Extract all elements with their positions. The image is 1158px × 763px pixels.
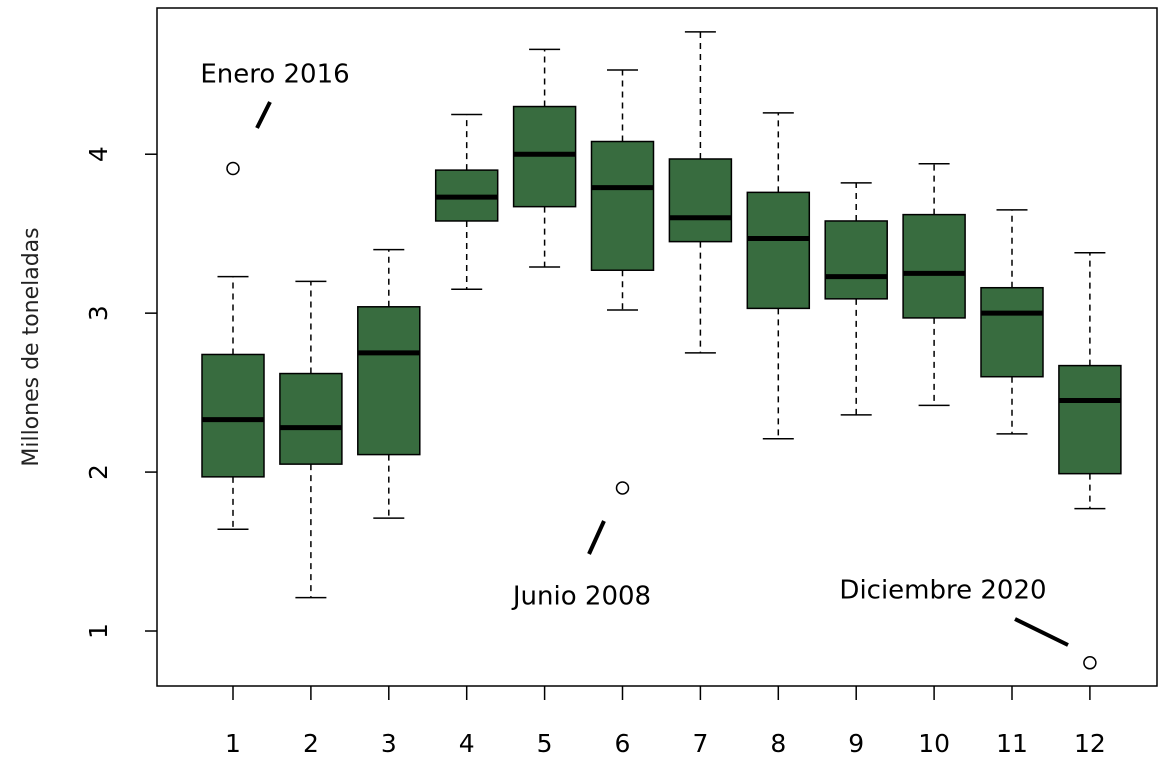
box (201, 353, 265, 478)
box (279, 372, 343, 465)
annotation: Junio 2008 (511, 582, 651, 612)
outlier (226, 161, 240, 176)
x-tick-label: 5 (537, 729, 553, 758)
outlier (1083, 656, 1097, 670)
x-tick-label: 9 (848, 729, 864, 758)
x-tick-label: 11 (996, 729, 1028, 758)
x-tick-label: 10 (918, 729, 950, 758)
annotation: Diciembre 2020 (839, 576, 1046, 606)
plot-frame (156, 7, 1158, 687)
box (902, 213, 966, 319)
annotation-pointer (587, 520, 606, 555)
box (824, 220, 888, 300)
box (980, 286, 1044, 378)
annotation-pointer (1014, 617, 1069, 647)
y-tick-label: 1 (84, 623, 113, 639)
y-tick-label: 3 (84, 305, 113, 321)
box (1058, 364, 1122, 475)
x-tick-label: 7 (692, 729, 708, 758)
x-tick-label: 2 (303, 729, 319, 758)
x-tick-label: 6 (615, 729, 631, 758)
x-tick-label: 4 (459, 729, 475, 758)
box (746, 191, 811, 310)
annotation: Enero 2016 (200, 60, 349, 90)
y-tick-label: 2 (84, 464, 113, 480)
outlier (615, 481, 630, 495)
box (357, 306, 421, 456)
x-tick-label: 1 (225, 729, 241, 758)
annotation-pointer (255, 101, 272, 129)
x-tick-label: 8 (770, 729, 786, 758)
x-tick-label: 3 (381, 729, 397, 758)
box (590, 140, 655, 271)
box (668, 158, 733, 243)
y-axis-label: Millones de toneladas (19, 227, 44, 466)
x-tick-label: 12 (1074, 729, 1106, 758)
y-tick-label: 4 (84, 146, 113, 162)
